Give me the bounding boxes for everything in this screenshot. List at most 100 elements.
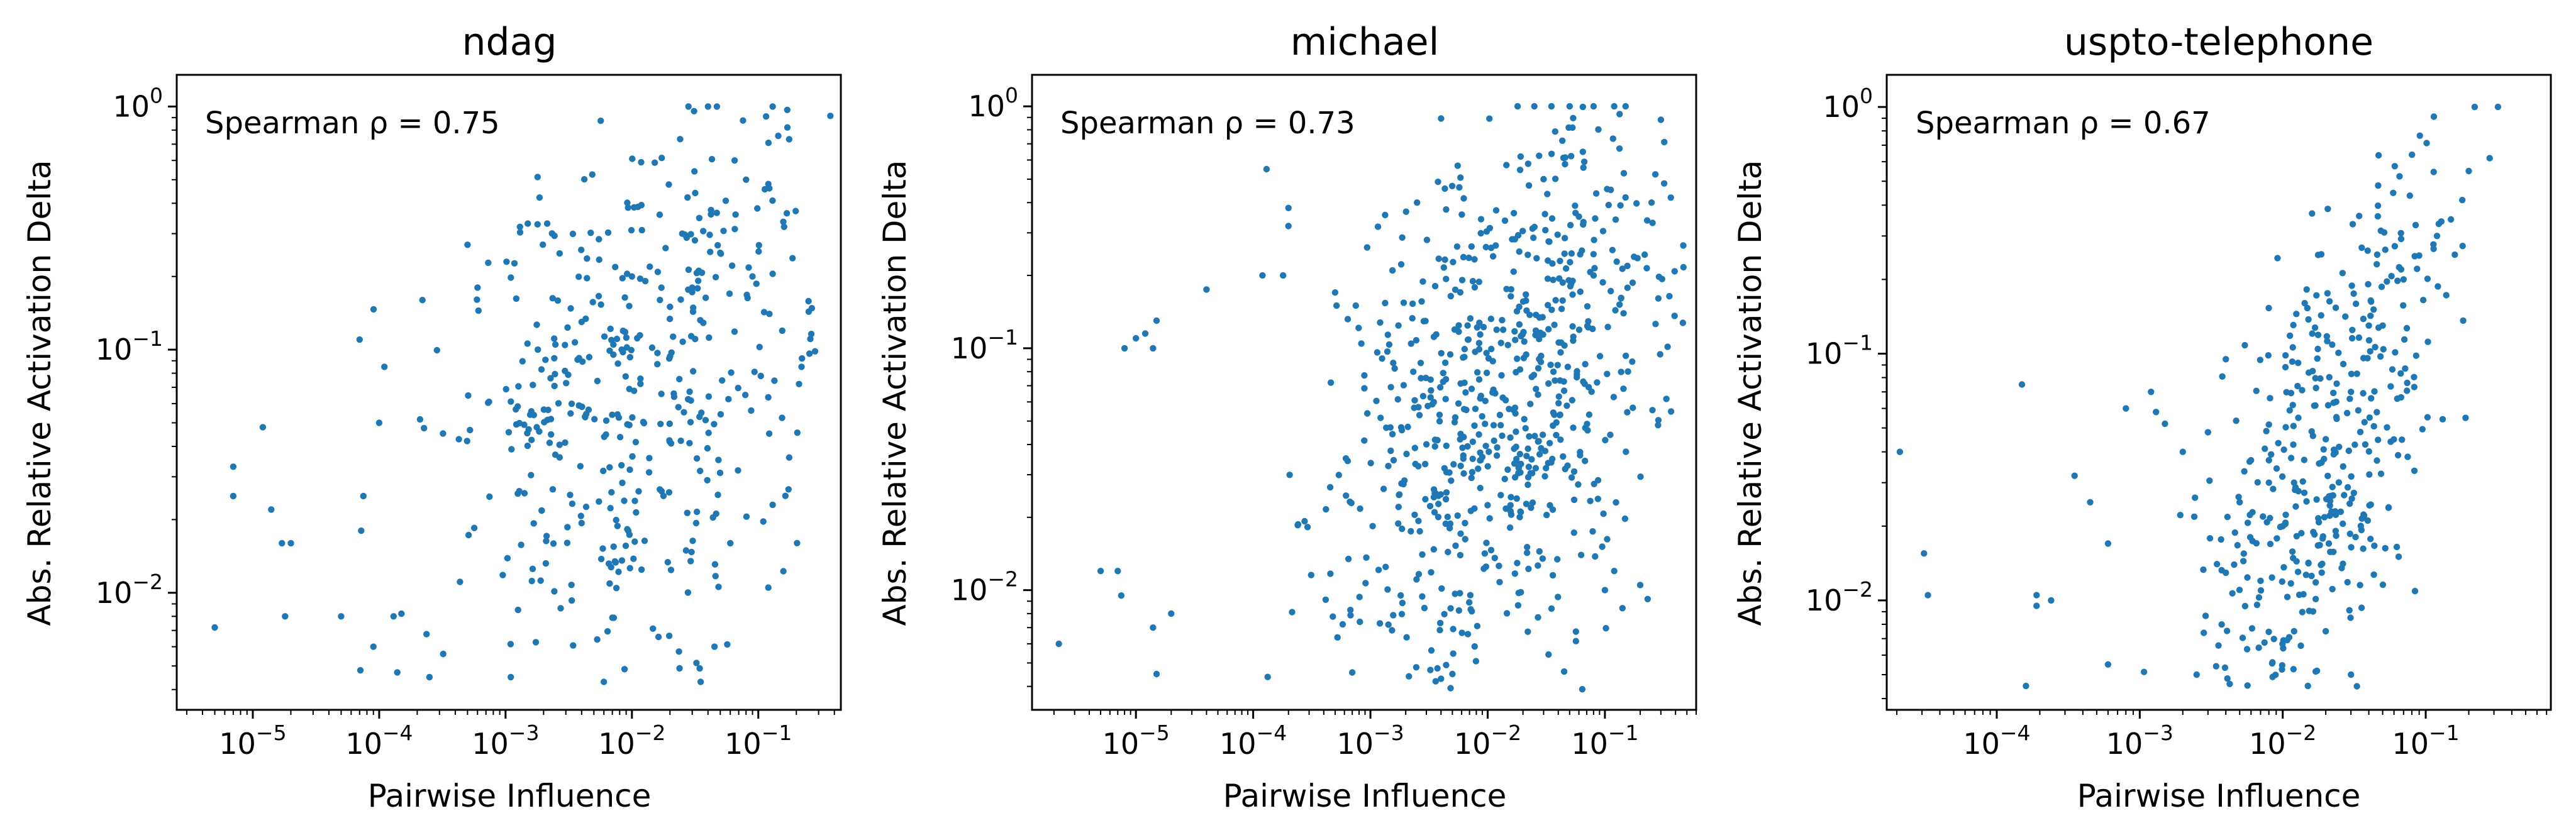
data-point <box>360 492 367 500</box>
data-point <box>2391 243 2399 250</box>
data-point <box>556 441 563 448</box>
data-point <box>2411 384 2418 390</box>
data-point <box>1428 569 1435 576</box>
data-point <box>586 353 593 361</box>
data-point <box>1411 404 1418 411</box>
data-point <box>1666 292 1673 300</box>
data-point <box>2287 580 2294 587</box>
data-point <box>1591 265 1598 272</box>
data-point <box>1518 460 1524 468</box>
data-point <box>1451 419 1458 426</box>
data-point <box>1436 627 1443 634</box>
data-point <box>1550 368 1557 375</box>
data-point <box>1431 509 1438 516</box>
data-point <box>1525 463 1533 470</box>
data-point <box>2267 541 2274 548</box>
data-point <box>1590 251 1597 258</box>
data-point <box>677 136 684 143</box>
data-point <box>2263 428 2270 434</box>
data-point <box>2366 502 2373 509</box>
data-point <box>1400 382 1407 389</box>
data-point <box>552 370 558 378</box>
data-point <box>1533 385 1540 392</box>
data-point <box>1599 279 1606 286</box>
y-tick-label: 10−2 <box>96 570 163 610</box>
data-point <box>637 380 644 387</box>
data-point <box>743 513 750 520</box>
data-point <box>2218 536 2224 543</box>
data-point <box>623 334 630 341</box>
data-point <box>1471 284 1479 291</box>
data-point <box>556 454 563 461</box>
data-point <box>2283 389 2290 395</box>
data-point <box>542 356 549 363</box>
data-point <box>689 308 697 315</box>
data-point <box>1540 175 1547 183</box>
data-point <box>1259 272 1266 279</box>
data-point <box>1460 195 1467 202</box>
data-point <box>1477 456 1484 464</box>
panel-title: ndag <box>462 20 557 64</box>
data-point <box>513 295 520 302</box>
data-point <box>2390 189 2397 196</box>
data-point <box>2349 221 2357 228</box>
data-point <box>1524 628 1531 635</box>
data-point <box>2312 402 2319 409</box>
data-point <box>2367 536 2374 543</box>
data-point <box>2244 574 2251 581</box>
data-point <box>2322 436 2329 443</box>
data-point <box>1535 365 1542 372</box>
data-point <box>1416 412 1423 419</box>
data-point <box>2213 561 2221 568</box>
data-point <box>720 228 727 235</box>
data-point <box>1549 455 1556 463</box>
data-point <box>799 355 806 362</box>
data-point <box>1376 620 1384 627</box>
data-point <box>1482 243 1489 251</box>
data-point <box>1562 265 1570 272</box>
x-tick-label: 10−4 <box>1963 721 2030 761</box>
data-point <box>2397 266 2405 273</box>
data-point <box>1538 445 1545 452</box>
data-point <box>1435 500 1442 507</box>
data-point <box>2273 535 2280 542</box>
data-point <box>1435 255 1442 262</box>
data-point <box>1558 306 1565 312</box>
data-point <box>2221 664 2229 671</box>
data-point <box>1545 460 1552 467</box>
panel-uspto-telephone: uspto-telephone 10−4 10−3 10−2 10−1 10−210−… <box>1732 20 2552 814</box>
data-point <box>2324 338 2331 345</box>
data-point <box>1568 153 1575 160</box>
spearman-annotation: Spearman ρ = 0.67 <box>1916 106 2211 141</box>
data-point <box>580 176 588 183</box>
data-point <box>596 236 602 243</box>
data-point <box>1462 389 1469 396</box>
data-point <box>1501 475 1508 482</box>
data-point <box>637 375 644 382</box>
data-point <box>2282 521 2289 528</box>
data-point <box>567 305 574 312</box>
data-point <box>808 331 815 338</box>
data-point <box>565 371 572 379</box>
data-point <box>1468 474 1475 482</box>
data-point <box>1489 253 1497 260</box>
data-point <box>535 346 541 353</box>
data-point <box>1357 618 1363 626</box>
data-point <box>743 176 750 183</box>
data-point <box>1423 374 1430 382</box>
data-point <box>1512 410 1519 417</box>
data-point <box>2392 349 2399 356</box>
data-point <box>623 344 630 351</box>
data-point <box>1554 231 1561 238</box>
data-point <box>1523 453 1530 460</box>
data-point <box>1517 153 1524 160</box>
data-point <box>1436 384 1444 391</box>
data-point <box>1543 465 1550 472</box>
data-point <box>1544 191 1551 197</box>
data-point <box>1331 289 1339 296</box>
data-point <box>2365 337 2373 344</box>
data-point <box>2023 682 2029 690</box>
data-point <box>465 531 472 539</box>
data-point <box>2223 356 2229 363</box>
data-point <box>1543 511 1550 519</box>
